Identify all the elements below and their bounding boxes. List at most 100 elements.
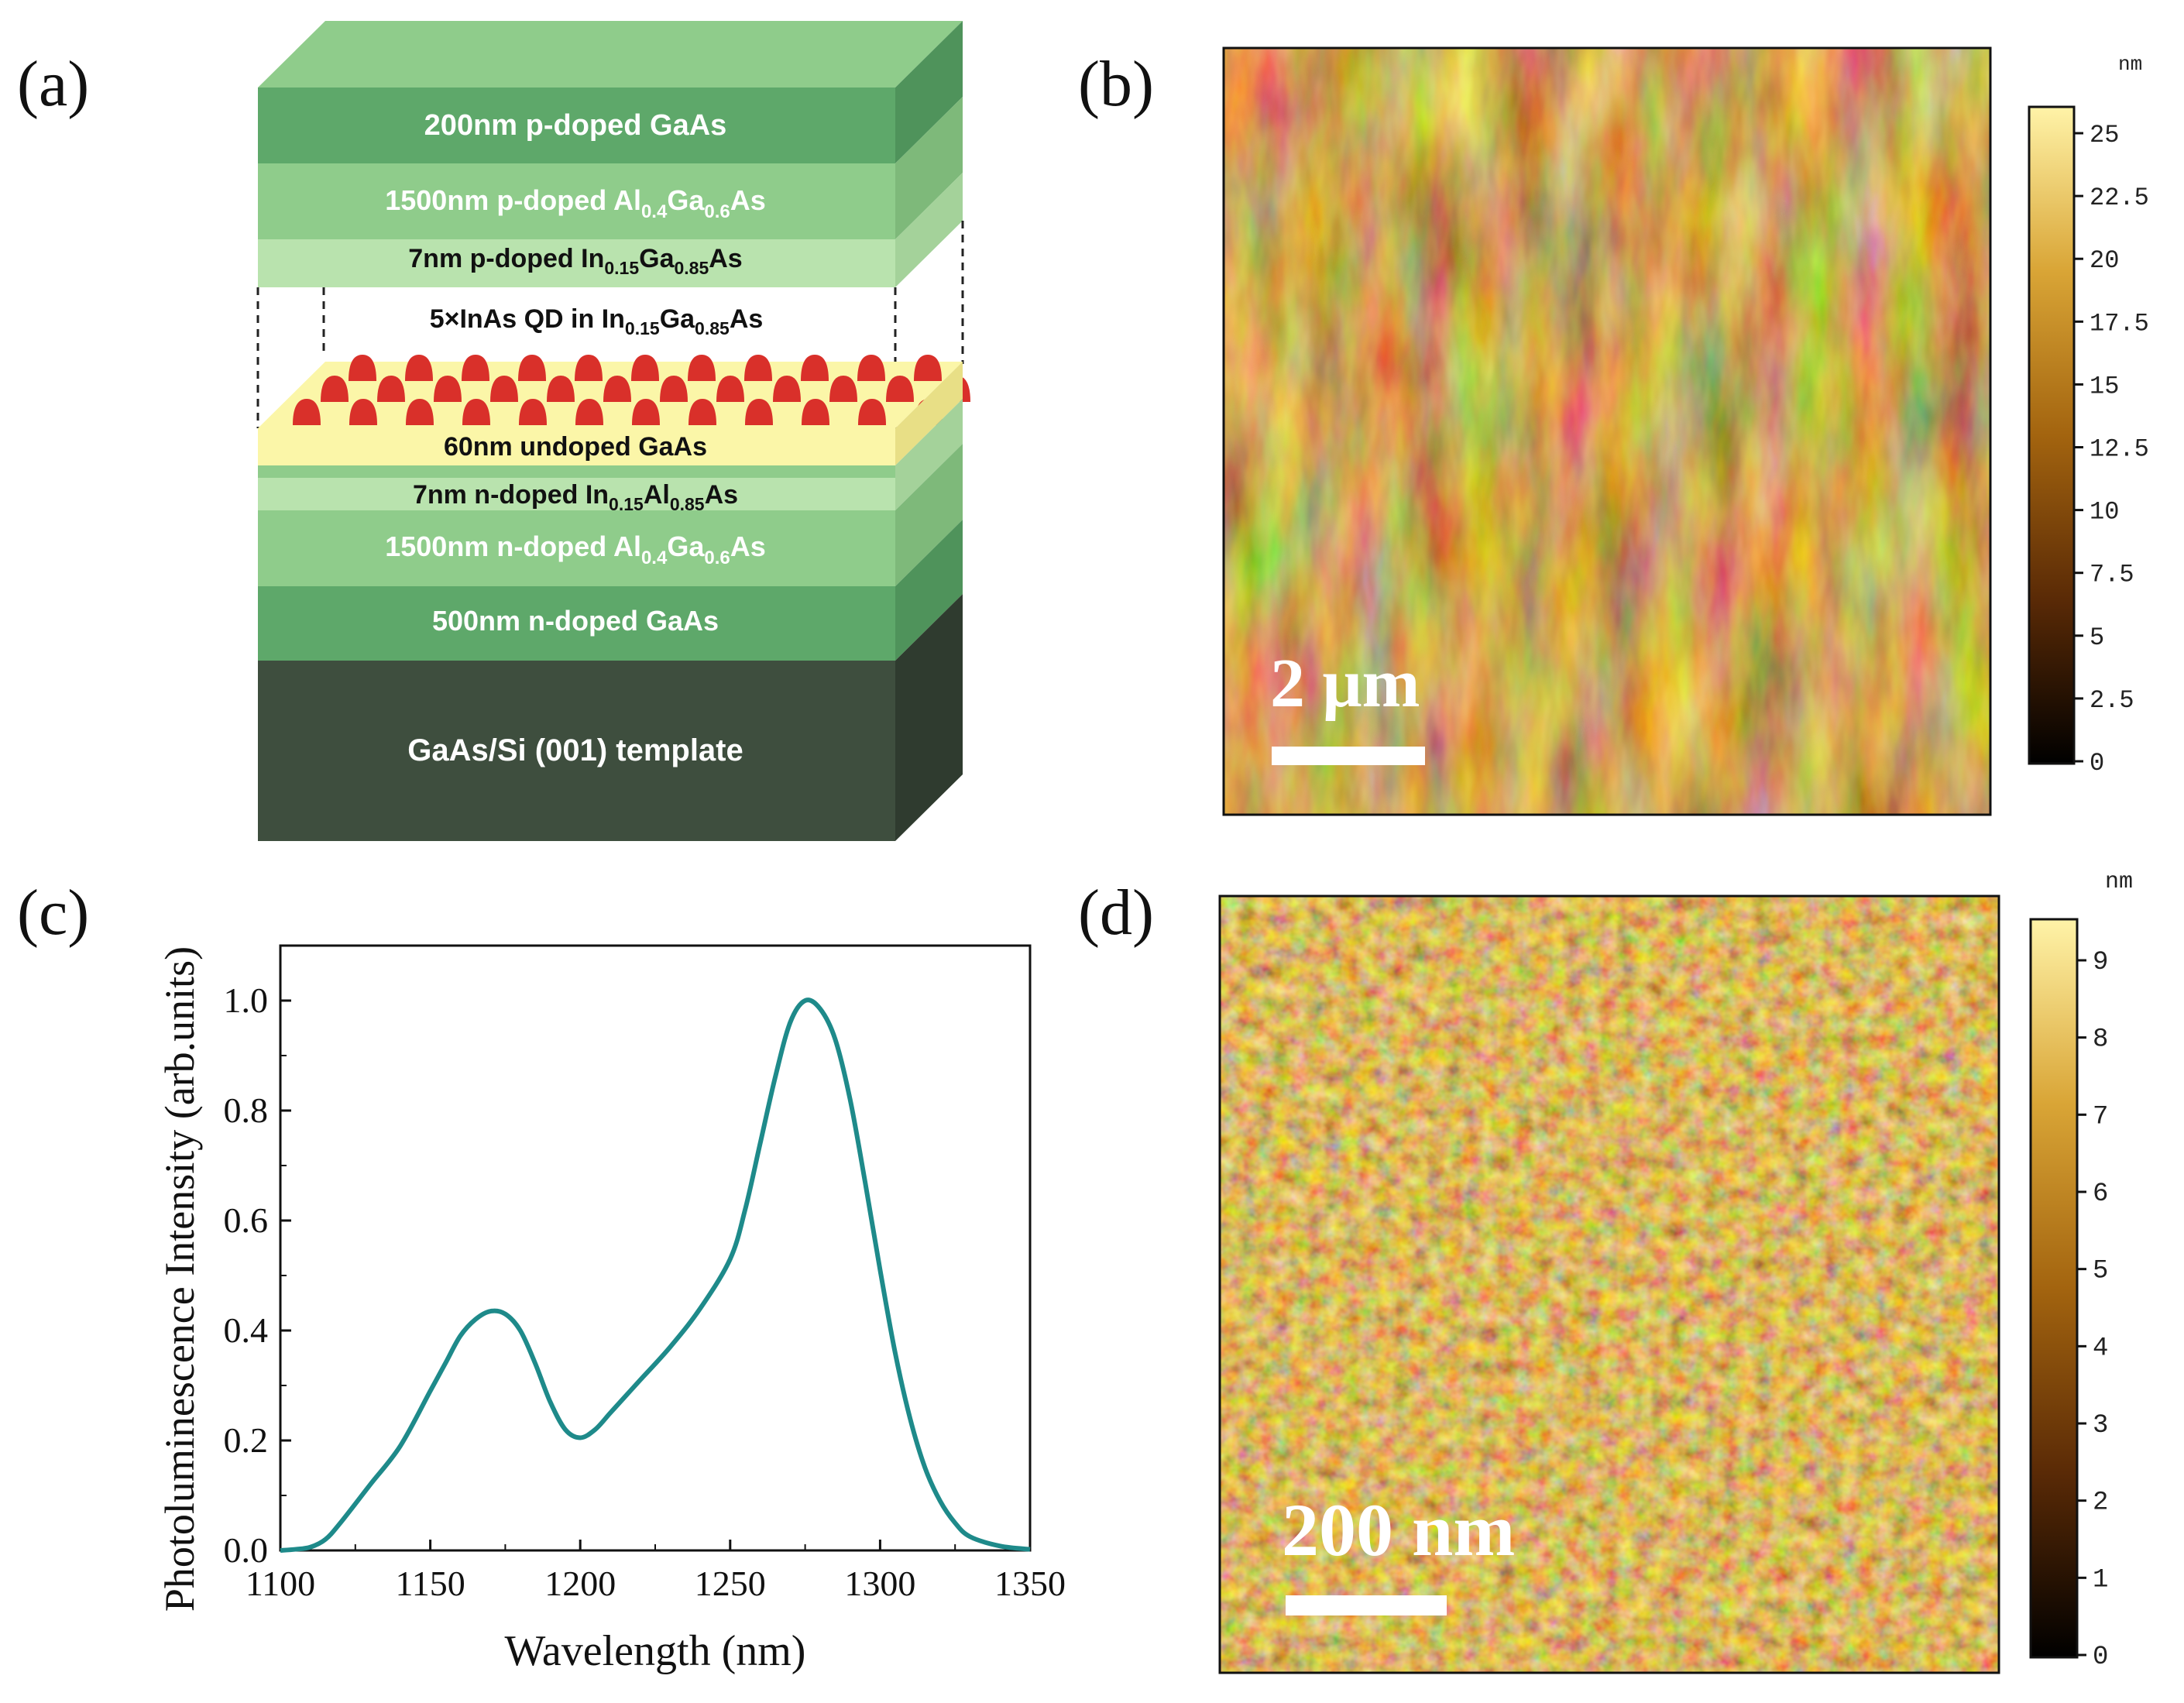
layer-200nm-p-gaas xyxy=(258,88,895,163)
colorbar-tick-label: 10 xyxy=(2090,498,2119,527)
layer-7nm-n-inalas xyxy=(258,478,895,510)
scale-label-b: 2 μm xyxy=(1270,645,1420,722)
x-tick-label: 1150 xyxy=(395,1564,465,1603)
label-cladding-n: 1500nm n-doped Al0.4Ga0.6As xyxy=(385,530,766,568)
quantum-dot xyxy=(744,355,772,381)
quantum-dot xyxy=(716,376,744,402)
quantum-dot xyxy=(575,355,603,381)
y-tick-label: 1.0 xyxy=(224,980,269,1020)
quantum-dot xyxy=(745,399,773,425)
quantum-dot xyxy=(801,355,829,381)
panel-label-c: (c) xyxy=(17,877,90,949)
quantum-dot xyxy=(773,376,801,402)
colorbar-tick-label: 17.5 xyxy=(2090,309,2149,338)
y-axis-label: Photoluminescence Intensity (arb.units) xyxy=(156,946,203,1612)
quantum-dot xyxy=(377,376,405,402)
x-tick-label: 1250 xyxy=(695,1564,766,1603)
quantum-dot xyxy=(293,399,321,425)
y-tick-label: 0.8 xyxy=(224,1090,269,1130)
quantum-dot xyxy=(632,399,660,425)
y-tick-label: 0.6 xyxy=(224,1200,269,1240)
layer-separator xyxy=(258,465,895,478)
colorbar-tick-label: 15 xyxy=(2090,372,2119,400)
quantum-dot xyxy=(434,376,462,402)
scale-bar-d xyxy=(1286,1595,1447,1615)
colorbar-tick-label: 2.5 xyxy=(2090,686,2134,715)
quantum-dot xyxy=(462,399,490,425)
stack-side-lower-3 xyxy=(895,444,963,586)
quantum-dots xyxy=(293,355,970,425)
stack-side-lower-2 xyxy=(895,399,963,510)
colorbar-b-ticks: 25 22.5 20 17.5 15 12.5 10 7.5 5 2.5 0 xyxy=(2074,121,2149,778)
layer-7nm-p-ingaas xyxy=(258,239,895,272)
layer-60nm-undoped-gaas xyxy=(258,428,895,465)
x-tick-label: 1350 xyxy=(994,1564,1066,1603)
label-template: GaAs/Si (001) template xyxy=(407,733,743,767)
quantum-dot xyxy=(829,376,857,402)
y-tick-label: 0.2 xyxy=(224,1420,269,1460)
colorbar-b xyxy=(2028,105,2076,765)
x-tick-label: 1300 xyxy=(844,1564,915,1603)
colorbar-tick-label: 1 xyxy=(2093,1565,2108,1595)
scale-bar-b xyxy=(1272,747,1425,765)
x-tick-label: 1200 xyxy=(544,1564,616,1603)
quantum-dot xyxy=(405,355,433,381)
label-undoped: 60nm undoped GaAs xyxy=(444,432,707,462)
layer-stack-diagram xyxy=(256,21,970,841)
quantum-dot xyxy=(802,399,829,425)
stack-side-lower-4 xyxy=(895,520,963,661)
quantum-dot xyxy=(547,376,575,402)
layer-template xyxy=(258,661,895,841)
stack-side-upper-1 xyxy=(895,21,963,163)
colorbar-tick-label: 2 xyxy=(2093,1488,2108,1518)
quantum-dot xyxy=(631,355,659,381)
quantum-dot xyxy=(886,376,914,402)
quantum-dot xyxy=(914,355,942,381)
colorbar-tick-label: 9 xyxy=(2093,948,2108,977)
panel-label-a: (a) xyxy=(17,48,90,120)
colorbar-tick-label: 12.5 xyxy=(2090,435,2149,464)
colorbar-unit-b: nm xyxy=(2118,53,2142,76)
colorbar-tick-label: 4 xyxy=(2093,1334,2108,1363)
stack-side-lower-1 xyxy=(895,362,963,465)
label-ingaas-p: 7nm p-doped In0.15Ga0.85As xyxy=(408,244,742,278)
x-tick-label: 1100 xyxy=(246,1564,315,1603)
quantum-dot xyxy=(688,355,716,381)
label-cladding-p: 1500nm p-doped Al0.4Ga0.6As xyxy=(385,184,766,222)
pl-series-line xyxy=(280,997,1031,1553)
quantum-dot xyxy=(603,376,631,402)
colorbar-tick-label: 20 xyxy=(2090,246,2119,275)
stack-side-upper-3 xyxy=(895,173,963,287)
quantum-dot xyxy=(575,399,603,425)
colorbar-tick-label: 6 xyxy=(2093,1179,2108,1209)
pl-chart: 1100 1150 1200 1250 1300 1350 0.0 0.2 0.4 0.6 0.8 1… xyxy=(156,944,1066,1675)
panel-label-d: (d) xyxy=(1078,877,1154,949)
colorbar-tick-label: 7.5 xyxy=(2090,561,2134,589)
quantum-dot xyxy=(858,399,886,425)
quantum-dot xyxy=(349,399,377,425)
stack-side-template xyxy=(895,594,963,841)
colorbar-unit-d: nm xyxy=(2105,869,2133,895)
colorbar-tick-label: 0 xyxy=(2093,1643,2108,1672)
colorbar-tick-label: 7 xyxy=(2093,1102,2108,1131)
x-axis-label: Wavelength (nm) xyxy=(505,1627,806,1675)
colorbar-tick-label: 3 xyxy=(2093,1411,2108,1440)
scale-label-d: 200 nm xyxy=(1282,1488,1515,1571)
colorbar-tick-label: 22.5 xyxy=(2090,184,2149,212)
quantum-dot xyxy=(519,399,547,425)
y-tick-label: 0.4 xyxy=(224,1310,269,1350)
quantum-dot xyxy=(490,376,518,402)
colorbar-tick-label: 0 xyxy=(2090,749,2104,778)
layer-1500nm-p-algaas xyxy=(258,163,895,239)
label-inalas-n: 7nm n-doped In0.15Al0.85As xyxy=(413,480,738,514)
layer-500nm-n-gaas xyxy=(258,586,895,661)
quantum-dot xyxy=(660,376,688,402)
quantum-dot xyxy=(689,399,716,425)
colorbar-d-ticks: 9 8 7 6 5 4 3 2 1 0 xyxy=(2077,948,2108,1672)
colorbar-tick-label: 5 xyxy=(2090,623,2104,652)
colorbar-tick-label: 5 xyxy=(2093,1257,2108,1286)
label-qd: 5×InAs QD in In0.15Ga0.85As xyxy=(430,304,764,338)
quantum-dot xyxy=(462,355,489,381)
afm-image-d xyxy=(1218,894,2000,1674)
